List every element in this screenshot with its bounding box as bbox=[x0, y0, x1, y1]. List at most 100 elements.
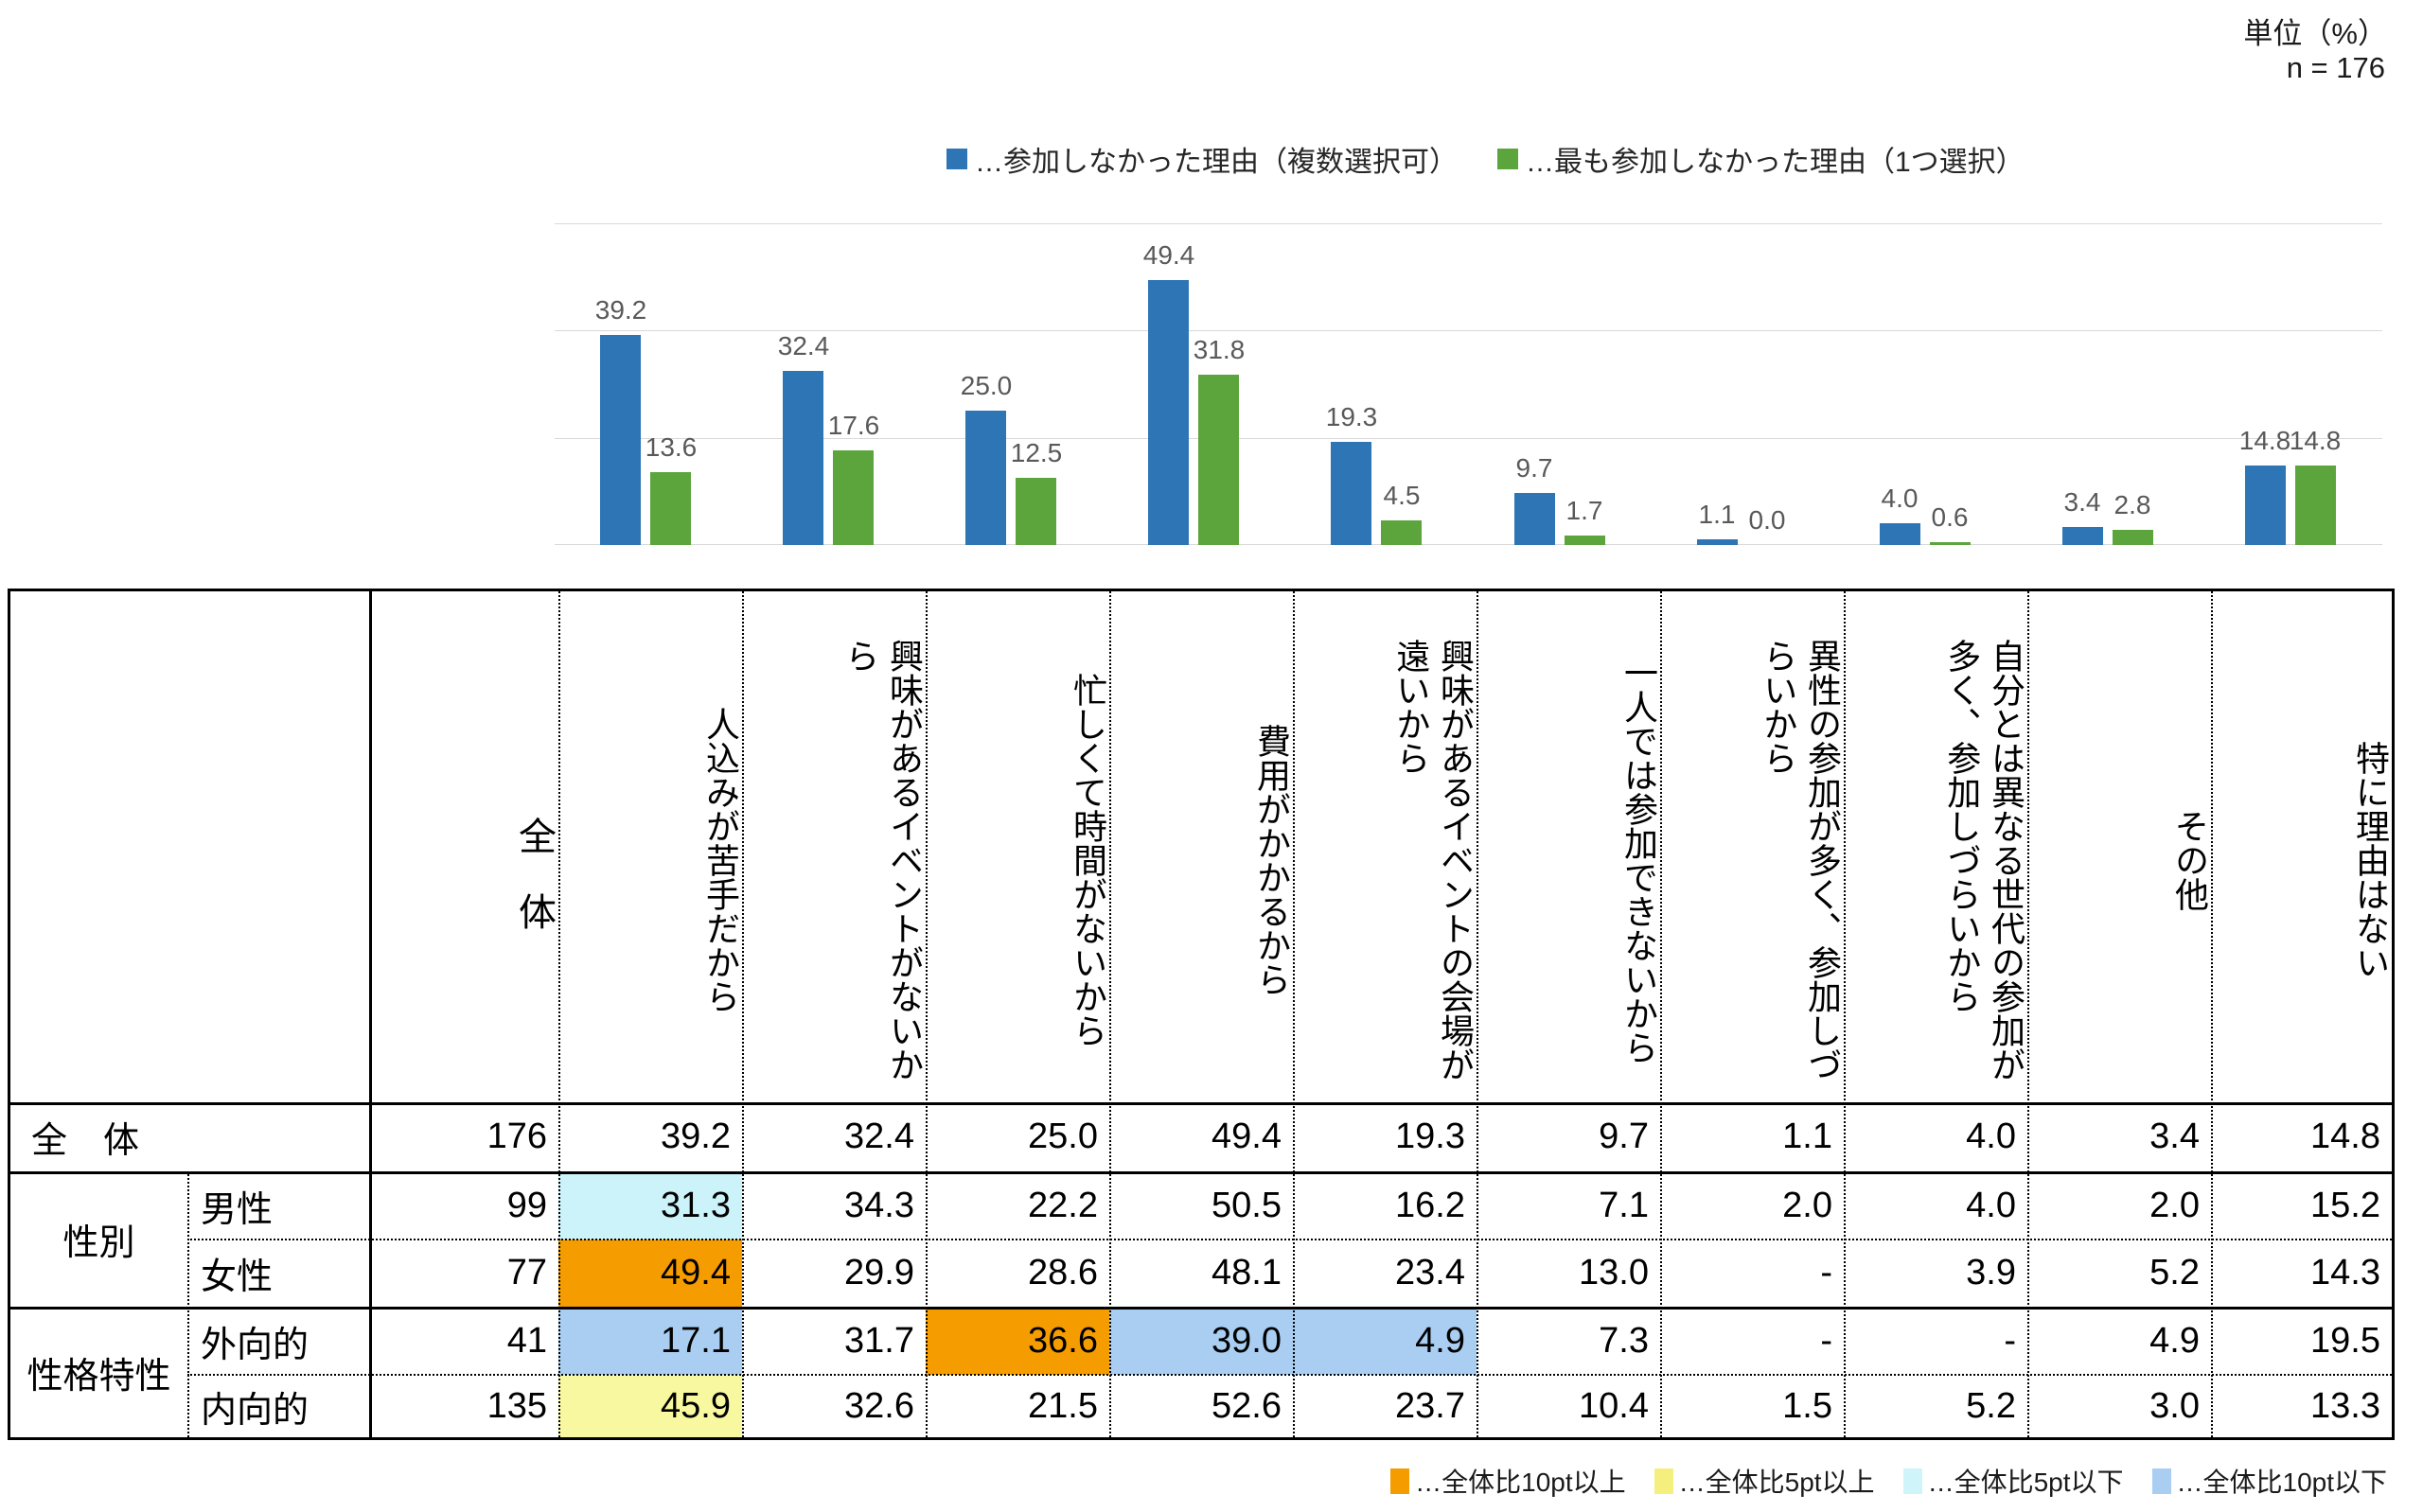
bar-value-label: 3.4 bbox=[2063, 487, 2101, 517]
table-cell: - bbox=[2004, 1320, 2016, 1361]
bar-value-label: 0.0 bbox=[1748, 505, 1786, 535]
blue-bar bbox=[600, 335, 641, 545]
table-cell: 39.2 bbox=[661, 1116, 731, 1156]
row-sublabel: 女性 bbox=[201, 1257, 274, 1297]
cell-n: 99 bbox=[506, 1185, 547, 1225]
blue-bar bbox=[1331, 442, 1371, 545]
table-cell: 48.1 bbox=[1212, 1253, 1282, 1292]
legend-item-yellow: …全体比5pt以上 bbox=[1654, 1462, 1875, 1500]
table-cell: 16.2 bbox=[1395, 1185, 1465, 1225]
column-divider-dotted bbox=[2211, 591, 2213, 1437]
table-cell: 3.0 bbox=[2149, 1385, 2200, 1426]
table-cell: 3.9 bbox=[1966, 1253, 2016, 1292]
green-bar bbox=[2113, 530, 2153, 545]
green-bar bbox=[1930, 542, 1971, 545]
orange-legend-swatch bbox=[1390, 1468, 1410, 1494]
bar-value-label: 49.4 bbox=[1142, 240, 1195, 270]
table-cell: 5.2 bbox=[2149, 1253, 2200, 1292]
column-divider-dotted bbox=[1660, 591, 1662, 1437]
bar-value-label: 2.8 bbox=[2113, 490, 2151, 519]
table-cell: 23.4 bbox=[1395, 1253, 1465, 1292]
column-header: 異性の参加が多く、参加しづ らいから bbox=[1759, 639, 1842, 1081]
column-header: 自分とは異なる世代の参加が 多く、参加しづらいから bbox=[1942, 639, 2025, 1081]
table-cell: 19.3 bbox=[1395, 1116, 1465, 1156]
legend-label: …全体比5pt以上 bbox=[1678, 1468, 1875, 1497]
column-divider-dotted bbox=[926, 591, 928, 1437]
data-table: 全 体 人込みが苦手だから 興味があるイベントがないか ら 忙しくて時間がないから 費用… bbox=[8, 589, 2395, 1440]
yellow-legend-swatch bbox=[1654, 1468, 1673, 1494]
gridline bbox=[555, 438, 2382, 439]
table-cell: 2.0 bbox=[2149, 1185, 2200, 1225]
cell-n: 176 bbox=[486, 1116, 547, 1156]
green-bar bbox=[1381, 520, 1422, 545]
legend-item-multi-select: …参加しなかった理由（複数選択可） bbox=[946, 138, 1458, 180]
legend-label: …全体比10pt以上 bbox=[1415, 1468, 1626, 1497]
table-cell: 4.9 bbox=[2149, 1320, 2200, 1361]
table-cell-highlight-yellow: 45.9 bbox=[558, 1375, 742, 1437]
column-divider-dotted bbox=[742, 591, 744, 1437]
table-cell: 7.1 bbox=[1599, 1185, 1649, 1225]
bar-value-label: 12.5 bbox=[1010, 438, 1063, 467]
row-divider-dotted bbox=[187, 1239, 2392, 1240]
bar-value-label: 14.8 bbox=[2289, 426, 2342, 455]
table-cell-highlight-blue: 17.1 bbox=[558, 1307, 742, 1375]
table-cell: 19.5 bbox=[2310, 1320, 2380, 1361]
green-legend-swatch bbox=[1497, 149, 1518, 169]
table-cell: 49.4 bbox=[1212, 1116, 1282, 1156]
table-cell: 32.4 bbox=[844, 1116, 914, 1156]
table-cell: 34.3 bbox=[844, 1185, 914, 1225]
legend-item-blue: …全体比10pt以下 bbox=[2151, 1462, 2388, 1500]
chart-legend: …参加しなかった理由（複数選択可） …最も参加しなかった理由（1つ選択） bbox=[946, 138, 2025, 180]
blue-bar bbox=[1148, 280, 1189, 545]
blue-bar bbox=[965, 411, 1006, 545]
gridline bbox=[555, 544, 2382, 545]
green-bar bbox=[650, 472, 691, 545]
table-cell: 4.0 bbox=[1966, 1116, 2016, 1156]
table-cell: 31.7 bbox=[844, 1320, 914, 1361]
table-cell: 14.8 bbox=[2310, 1116, 2380, 1156]
column-header: 特に理由はない bbox=[2351, 741, 2390, 979]
legend-item-cyan: …全体比5pt以下 bbox=[1902, 1462, 2124, 1500]
bar-value-label: 9.7 bbox=[1515, 453, 1553, 483]
table-cell: 29.9 bbox=[844, 1253, 914, 1292]
green-bar bbox=[2295, 466, 2336, 545]
table-cell: 2.0 bbox=[1782, 1185, 1832, 1225]
table-cell: - bbox=[1820, 1253, 1832, 1292]
table-cell: 23.7 bbox=[1395, 1385, 1465, 1426]
gridline bbox=[555, 223, 2382, 224]
column-divider-dotted bbox=[558, 591, 560, 1437]
blue-bar bbox=[1514, 493, 1555, 545]
row-divider-thick bbox=[10, 1171, 2392, 1174]
column-header: 人込みが苦手だから bbox=[701, 707, 740, 1013]
bar-value-label: 4.0 bbox=[1881, 483, 1919, 513]
column-header: 一人では参加できないから bbox=[1619, 656, 1658, 1064]
legend-label: …全体比5pt以下 bbox=[1927, 1468, 2124, 1497]
bar-value-label: 0.6 bbox=[1931, 502, 1969, 532]
green-bar bbox=[833, 450, 874, 545]
column-divider-dotted bbox=[1293, 591, 1295, 1437]
table-cell: 13.0 bbox=[1579, 1253, 1649, 1292]
legend-item-orange: …全体比10pt以上 bbox=[1390, 1462, 1626, 1500]
row-group-label: 性別 bbox=[62, 1223, 135, 1263]
table-cell: 9.7 bbox=[1599, 1116, 1649, 1156]
blue-bar bbox=[783, 371, 823, 545]
row-group-label: 性格特性 bbox=[27, 1356, 171, 1397]
row-divider-dotted bbox=[187, 1374, 2392, 1376]
column-header-total: 全 体 bbox=[513, 816, 555, 930]
bar-value-label: 31.8 bbox=[1193, 335, 1246, 364]
bar-value-label: 1.1 bbox=[1698, 500, 1736, 529]
blue-bar bbox=[1880, 523, 1920, 545]
column-header: 忙しくて時間がないから bbox=[1069, 673, 1107, 1047]
legend-label: …全体比10pt以下 bbox=[2176, 1468, 2388, 1497]
table-cell: 3.4 bbox=[2149, 1116, 2200, 1156]
bar-value-label: 32.4 bbox=[777, 331, 830, 360]
column-header: その他 bbox=[2170, 809, 2209, 911]
table-cell: 15.2 bbox=[2310, 1185, 2380, 1225]
table-cell: 14.3 bbox=[2310, 1253, 2380, 1292]
bar-value-label: 14.8 bbox=[2238, 426, 2291, 455]
table-cell: 22.2 bbox=[1028, 1185, 1098, 1225]
bar-value-label: 25.0 bbox=[960, 371, 1013, 400]
table-cell: 21.5 bbox=[1028, 1385, 1098, 1426]
unit-label: 単位（%） bbox=[2243, 17, 2387, 50]
table-cell-highlight-orange: 49.4 bbox=[558, 1239, 742, 1307]
